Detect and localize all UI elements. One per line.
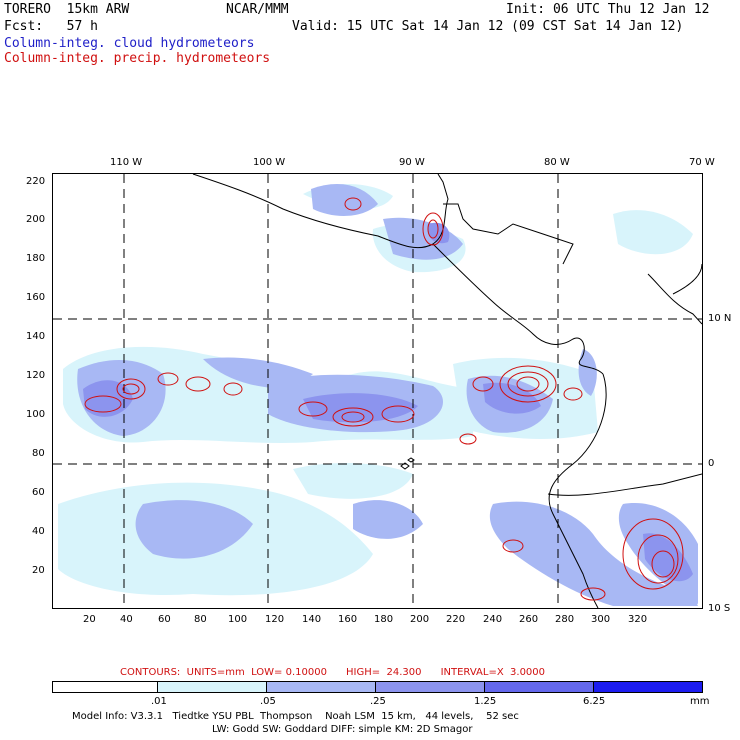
grid-x-label: 300 <box>591 614 611 625</box>
grid-x-label: 240 <box>483 614 503 625</box>
grid-y-label: 60 <box>32 487 45 498</box>
lon-label: 100 W <box>253 157 286 168</box>
colorbar-bin <box>52 681 158 693</box>
grid-y-label: 40 <box>32 526 45 537</box>
grid-y-label: 100 <box>26 409 46 420</box>
grid-x-label: 200 <box>410 614 430 625</box>
legend-cloud: Column-integ. cloud hydrometeors <box>4 36 255 51</box>
lat-label: 10 N <box>708 313 732 324</box>
precip-contours <box>84 197 684 601</box>
map-canvas <box>53 173 703 609</box>
grid-x-label: 260 <box>519 614 539 625</box>
model-physics: LW: Godd SW: Goddard DIFF: simple KM: 2D… <box>212 724 473 735</box>
init-time: Init: 06 UTC Thu 12 Jan 12 <box>506 2 710 17</box>
lon-label: 80 W <box>544 157 570 168</box>
lat-label: 0 <box>708 458 715 469</box>
grid-y-label: 180 <box>26 253 46 264</box>
colorbar-bin <box>266 681 376 693</box>
grid-x-label: 80 <box>194 614 207 625</box>
valid-time: Valid: 15 UTC Sat 14 Jan 12 (09 CST Sat … <box>292 19 684 34</box>
model-info: Model Info: V3.3.1 Tiedtke YSU PBL Thomp… <box>72 711 519 722</box>
colorbar-unit: mm <box>690 696 710 707</box>
lon-label: 90 W <box>399 157 425 168</box>
colorbar-bin <box>484 681 594 693</box>
grid-y-label: 160 <box>26 292 46 303</box>
grid-x-label: 60 <box>158 614 171 625</box>
grid-x-label: 280 <box>555 614 575 625</box>
colorbar-label: 6.25 <box>583 696 606 707</box>
grid-x-label: 180 <box>374 614 394 625</box>
grid-y-label: 120 <box>26 370 46 381</box>
model-title: TORERO 15km ARW <box>4 2 130 17</box>
contour-info: CONTOURS: UNITS=mm LOW= 0.10000 HIGH= 24… <box>120 667 546 678</box>
grid-x-label: 20 <box>83 614 96 625</box>
grid-x-label: 220 <box>446 614 466 625</box>
grid-x-label: 140 <box>302 614 322 625</box>
colorbar-bin <box>593 681 703 693</box>
colorbar-bin <box>375 681 485 693</box>
grid-y-label: 200 <box>26 214 46 225</box>
grid-x-label: 40 <box>120 614 133 625</box>
lon-label: 70 W <box>689 157 715 168</box>
colorbar-label: .05 <box>260 696 276 707</box>
grid-y-label: 220 <box>26 176 46 187</box>
grid-y-label: 140 <box>26 331 46 342</box>
coastline <box>192 173 703 609</box>
legend-precip: Column-integ. precip. hydrometeors <box>4 51 271 66</box>
colorbar-label: 1.25 <box>474 696 497 707</box>
center-label: NCAR/MMM <box>226 2 289 17</box>
grid-x-label: 320 <box>628 614 648 625</box>
colorbar-label: .01 <box>151 696 167 707</box>
grid-x-label: 160 <box>338 614 358 625</box>
grid-x-label: 120 <box>265 614 285 625</box>
grid-y-label: 20 <box>32 565 45 576</box>
grid-lines <box>53 174 702 608</box>
forecast-hour: Fcst: 57 h <box>4 19 98 34</box>
cloud-shading <box>58 184 698 606</box>
grid-x-label: 100 <box>228 614 248 625</box>
grid-y-label: 80 <box>32 448 45 459</box>
map-plot <box>52 173 703 609</box>
colorbar-bin <box>157 681 267 693</box>
lon-label: 110 W <box>110 157 143 168</box>
lat-label: 10 S <box>708 603 731 614</box>
colorbar-label: .25 <box>370 696 386 707</box>
